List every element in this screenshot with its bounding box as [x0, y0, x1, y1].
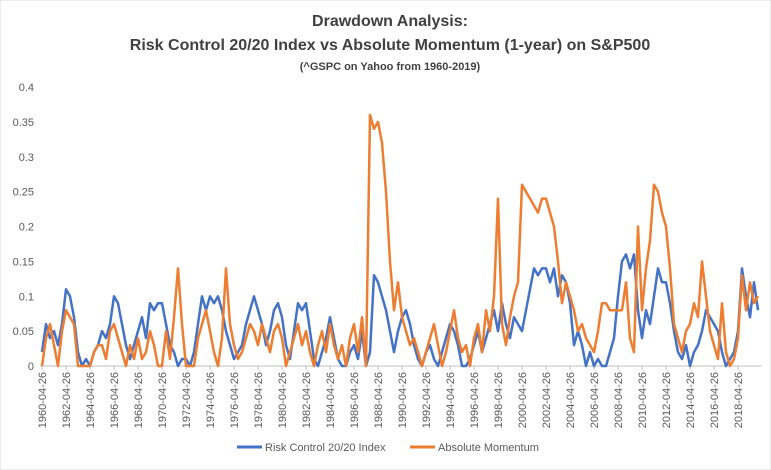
series-line [40, 253, 760, 368]
x-tick-label: 2006-04-26 [589, 372, 601, 428]
y-tick-label: 0.4 [19, 82, 34, 94]
legend-label: Risk Control 20/20 Index [265, 442, 386, 454]
x-tick-label: 1988-04-26 [373, 372, 385, 428]
x-tick-label: 1966-04-26 [109, 372, 121, 428]
x-tick-label: 2004-04-26 [565, 372, 577, 428]
x-tick-label: 1962-04-26 [61, 372, 73, 428]
x-tick-label: 1996-04-26 [469, 372, 481, 428]
x-tick-label: 1968-04-26 [133, 372, 145, 428]
chart-subtitle: (^GSPC on Yahoo from 1960-2019) [300, 61, 481, 73]
x-tick-label: 1974-04-26 [205, 372, 217, 428]
x-tick-label: 2018-04-26 [733, 372, 745, 428]
x-tick-label: 1986-04-26 [349, 372, 361, 428]
y-tick-label: 0.25 [13, 187, 34, 199]
x-tick-label: 1990-04-26 [397, 372, 409, 428]
x-tick-label: 1970-04-26 [157, 372, 169, 428]
x-tick-label: 2010-04-26 [637, 372, 649, 428]
y-tick-label: 0.15 [13, 256, 34, 268]
x-tick-label: 1982-04-26 [301, 372, 313, 428]
x-tick-label: 1998-04-26 [493, 372, 505, 428]
x-tick-label: 1964-04-26 [85, 372, 97, 428]
x-tick-label: 1976-04-26 [229, 372, 241, 428]
y-tick-label: 0.35 [13, 117, 34, 129]
x-tick-label: 1972-04-26 [181, 372, 193, 428]
series-line [40, 113, 760, 368]
x-tick-label: 2014-04-26 [685, 372, 697, 428]
y-tick-label: 0 [28, 361, 34, 373]
x-tick-label: 1984-04-26 [325, 372, 337, 428]
x-tick-label: 1980-04-26 [277, 372, 289, 428]
chart-title: Drawdown Analysis: [312, 13, 468, 30]
x-tick-label: 2000-04-26 [517, 372, 529, 428]
chart-title: Risk Control 20/20 Index vs Absolute Mom… [130, 37, 651, 54]
x-tick-label: 2002-04-26 [541, 372, 553, 428]
x-tick-label: 2012-04-26 [661, 372, 673, 428]
y-tick-label: 0.05 [13, 326, 34, 338]
y-tick-label: 0.2 [19, 222, 34, 234]
x-tick-label: 1992-04-26 [421, 372, 433, 428]
legend-label: Absolute Momentum [438, 442, 539, 454]
x-tick-label: 1994-04-26 [445, 372, 457, 428]
x-tick-label: 1960-04-26 [37, 372, 49, 428]
x-tick-label: 2016-04-26 [709, 372, 721, 428]
y-tick-label: 0.3 [19, 152, 34, 164]
y-tick-label: 0.1 [19, 291, 34, 303]
x-tick-label: 2008-04-26 [613, 372, 625, 428]
x-tick-label: 1978-04-26 [253, 372, 265, 428]
